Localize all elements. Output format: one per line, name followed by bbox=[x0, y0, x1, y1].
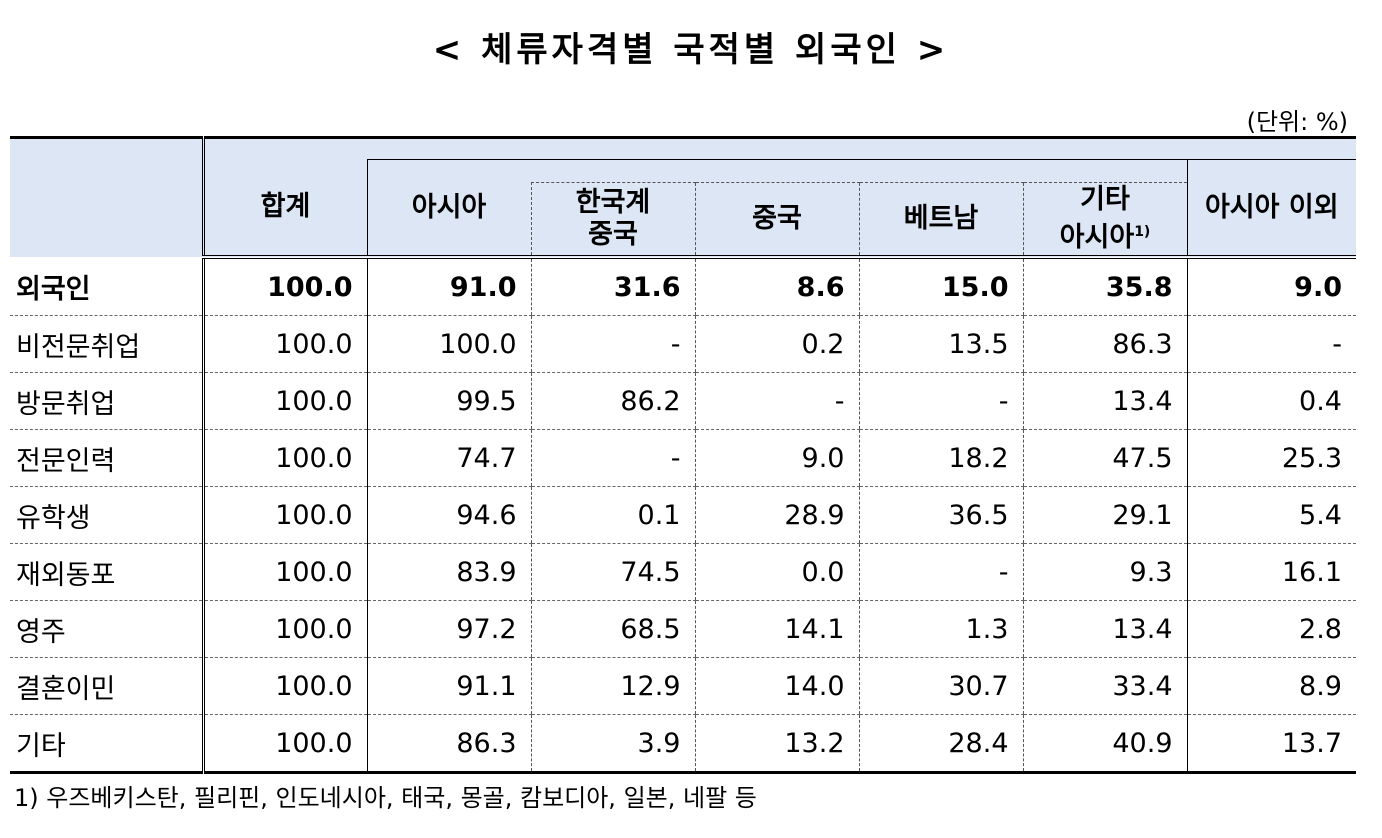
table-row: 방문취업 100.0 99.5 86.2- -13.4 0.4 bbox=[10, 372, 1356, 430]
table-cell: 35.8 bbox=[1022, 257, 1187, 316]
table-cell: 16.1 bbox=[1186, 543, 1356, 601]
table-cell: 100.0 bbox=[366, 315, 531, 373]
row-label: 방문취업 bbox=[10, 372, 205, 430]
table-cell: 5.4 bbox=[1186, 486, 1356, 544]
row-label: 외국인 bbox=[10, 257, 205, 316]
header-vietnam: 베트남 bbox=[858, 182, 1023, 259]
table-cell: 30.7 bbox=[858, 657, 1023, 715]
table-cell: 9.3 bbox=[1022, 543, 1187, 601]
table-cell: 100.0 bbox=[203, 543, 367, 601]
table-cell: 74.5 bbox=[530, 543, 695, 601]
table-cell: 8.9 bbox=[1186, 657, 1356, 715]
table-cell: 33.4 bbox=[1022, 657, 1187, 715]
table-cell: 0.2 bbox=[694, 315, 859, 373]
table-cell: 100.0 bbox=[203, 429, 367, 487]
row-label: 비전문취업 bbox=[10, 315, 205, 373]
header-non-asia: 아시아 이외 bbox=[1186, 159, 1356, 259]
header-china: 중국 bbox=[694, 182, 859, 259]
table-cell: - bbox=[1186, 315, 1356, 373]
table-cell: 94.6 bbox=[366, 486, 531, 544]
table-cell: 100.0 bbox=[203, 657, 367, 715]
table-cell: 1.3 bbox=[858, 600, 1023, 658]
header-asia: 아시아 bbox=[366, 159, 531, 259]
table-cell: 3.9 bbox=[530, 714, 695, 774]
table-cell: 100.0 bbox=[203, 315, 367, 373]
table-cell: 97.2 bbox=[366, 600, 531, 658]
table-cell: 0.4 bbox=[1186, 372, 1356, 430]
table-row: 결혼이민 100.0 91.1 12.9 14.0 30.7 33.4 8.9 bbox=[10, 657, 1356, 715]
table-cell: 47.5 bbox=[1022, 429, 1187, 487]
table-cell: 100.0 bbox=[203, 257, 367, 316]
table-cell: - bbox=[694, 372, 859, 430]
table-cell: 13.5 bbox=[858, 315, 1023, 373]
table-row: 외국인 100.0 91.0 31.6 8.6 15.0 35.8 9.0 bbox=[10, 257, 1356, 316]
row-label: 재외동포 bbox=[10, 543, 205, 601]
table-row: 유학생 100.0 94.6 0.1 28.9 36.5 29.1 5.4 bbox=[10, 486, 1356, 544]
table-cell: 100.0 bbox=[203, 600, 367, 658]
table-cell: 91.0 bbox=[366, 257, 531, 316]
header-row-top bbox=[10, 136, 1356, 257]
table-row: 기타 100.0 86.3 3.9 13.2 28.4 40.9 13.7 bbox=[10, 714, 1356, 774]
table-cell: 13.2 bbox=[694, 714, 859, 774]
table-cell: 12.9 bbox=[530, 657, 695, 715]
table-cell: 100.0 bbox=[203, 486, 367, 544]
table-cell: 15.0 bbox=[858, 257, 1023, 316]
table-cell: 0.1 bbox=[530, 486, 695, 544]
table-cell: 14.0 bbox=[694, 657, 859, 715]
header-row-sub: 한국계 중국 중국 베트남 기타 아시아1) bbox=[10, 182, 1356, 259]
table-row: 재외동포 100.0 83.9 74.5 0.0-9.3 16.1 bbox=[10, 543, 1356, 601]
table-cell: 13.4 bbox=[1022, 600, 1187, 658]
table-row: 비전문취업 100.0 100.0-0.2 13.5 86.3- bbox=[10, 315, 1356, 373]
table-cell: 9.0 bbox=[1186, 257, 1356, 316]
row-label: 유학생 bbox=[10, 486, 205, 544]
table-cell: 9.0 bbox=[694, 429, 859, 487]
table-cell: 8.6 bbox=[694, 257, 859, 316]
row-label: 기타 bbox=[10, 714, 205, 774]
table-cell: 13.7 bbox=[1186, 714, 1356, 774]
table-cell: 28.9 bbox=[694, 486, 859, 544]
table-cell: 25.3 bbox=[1186, 429, 1356, 487]
table-cell: 86.3 bbox=[366, 714, 531, 774]
page-title: < 체류자격별 국적별 외국인 > bbox=[432, 30, 950, 70]
row-label: 영주 bbox=[10, 600, 205, 658]
header-row-mid: 합계 아시아 아시아 이외 bbox=[10, 159, 1356, 259]
table-cell: 83.9 bbox=[366, 543, 531, 601]
row-label: 결혼이민 bbox=[10, 657, 205, 715]
table-cell: 36.5 bbox=[858, 486, 1023, 544]
header-korean-chinese: 한국계 중국 bbox=[530, 182, 695, 259]
table-row: 전문인력 100.0 74.7-9.0 18.2 47.5 25.3 bbox=[10, 429, 1356, 487]
table-cell: 2.8 bbox=[1186, 600, 1356, 658]
table-cell: - bbox=[858, 543, 1023, 601]
table-cell: 99.5 bbox=[366, 372, 531, 430]
header-other-asia: 기타 아시아1) bbox=[1022, 182, 1187, 259]
table-cell: 86.2 bbox=[530, 372, 695, 430]
unit-label: (단위: %) bbox=[1246, 108, 1348, 136]
table-cell: 91.1 bbox=[366, 657, 531, 715]
table-cell: 68.5 bbox=[530, 600, 695, 658]
table-cell: - bbox=[858, 372, 1023, 430]
row-label: 전문인력 bbox=[10, 429, 205, 487]
table-cell: 100.0 bbox=[203, 714, 367, 774]
table-cell: 13.4 bbox=[1022, 372, 1187, 430]
table-cell: 28.4 bbox=[858, 714, 1023, 774]
table-cell: 74.7 bbox=[366, 429, 531, 487]
table-cell: 100.0 bbox=[203, 372, 367, 430]
table-cell: 29.1 bbox=[1022, 486, 1187, 544]
data-table: 합계 아시아 아시아 이외 한국계 중국 중국 베트남 기타 아시아1) 외국인… bbox=[10, 136, 1356, 774]
table-row: 영주 100.0 97.2 68.5 14.1 1.3 13.4 2.8 bbox=[10, 600, 1356, 658]
table-cell: - bbox=[530, 429, 695, 487]
table-cell: 14.1 bbox=[694, 600, 859, 658]
footnote: 1) 우즈베키스탄, 필리핀, 인도네시아, 태국, 몽골, 캄보디아, 일본,… bbox=[14, 784, 757, 812]
table-cell: - bbox=[530, 315, 695, 373]
table-cell: 31.6 bbox=[530, 257, 695, 316]
table-cell: 40.9 bbox=[1022, 714, 1187, 774]
header-total: 합계 bbox=[203, 159, 367, 259]
table-cell: 86.3 bbox=[1022, 315, 1187, 373]
table-cell: 18.2 bbox=[858, 429, 1023, 487]
header-corner-cell bbox=[10, 136, 205, 257]
table-cell: 0.0 bbox=[694, 543, 859, 601]
